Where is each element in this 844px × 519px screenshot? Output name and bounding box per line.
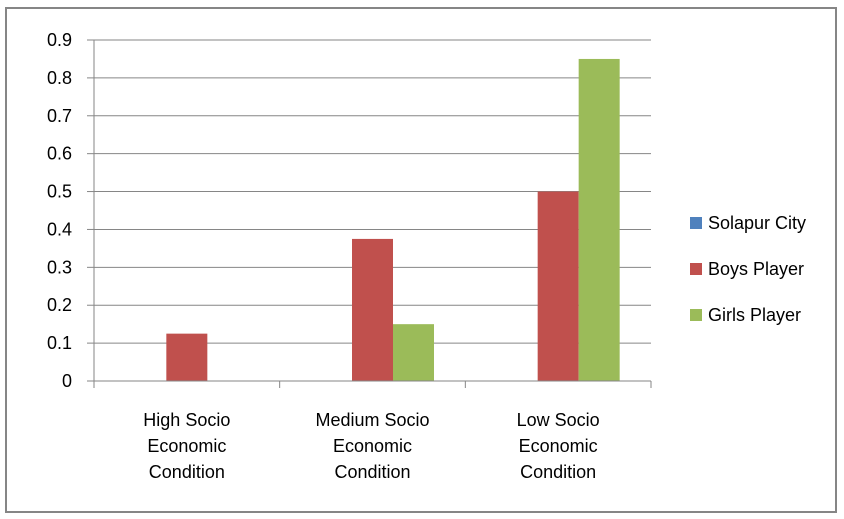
x-category-label-line: High Socio [143, 410, 230, 430]
y-tick-label: 0.3 [47, 257, 72, 277]
y-tick-label: 0.7 [47, 106, 72, 126]
x-category-label-line: Low Socio [517, 410, 600, 430]
x-category-label-line: Medium Socio [315, 410, 429, 430]
y-tick-label: 0.4 [47, 219, 72, 239]
x-category-label-line: Economic [333, 436, 412, 456]
y-tick-label: 0.8 [47, 68, 72, 88]
x-category-label-line: Condition [334, 462, 410, 482]
x-category-label-line: Economic [147, 436, 226, 456]
y-tick-label: 0.9 [47, 30, 72, 50]
y-tick-label: 0.1 [47, 333, 72, 353]
bar [537, 191, 579, 381]
x-category-label: High Socio Economic Condition [143, 410, 230, 482]
x-category-label-line: Economic [519, 436, 598, 456]
legend-label: Boys Player [708, 259, 804, 279]
y-tick-label: 0 [62, 371, 72, 391]
bars [166, 58, 620, 381]
y-tick-label: 0.5 [47, 182, 72, 202]
legend-swatch [690, 217, 702, 229]
y-tick-label: 0.6 [47, 144, 72, 164]
x-category-label: Low Socio Economic Condition [517, 410, 600, 482]
y-tick-label: 0.2 [47, 295, 72, 315]
legend-label: Solapur City [708, 213, 806, 233]
axis-labels: 0 0.1 0.2 0.3 0.4 0.5 0.6 0.7 0.8 0.9 High Socio Ec… [47, 30, 600, 482]
bar [578, 58, 620, 381]
legend-swatch [690, 309, 702, 321]
legend-swatch [690, 263, 702, 275]
x-category-label-line: Condition [520, 462, 596, 482]
bar [352, 238, 393, 381]
legend-label: Girls Player [708, 305, 801, 325]
chart-frame [5, 7, 837, 513]
axes [87, 39, 652, 388]
x-category-label: Medium Socio Economic Condition [315, 410, 429, 482]
bar [393, 324, 434, 381]
x-category-label-line: Condition [149, 462, 225, 482]
bar [166, 333, 208, 381]
legend: Solapur City Boys Player Girls Player [690, 213, 806, 325]
